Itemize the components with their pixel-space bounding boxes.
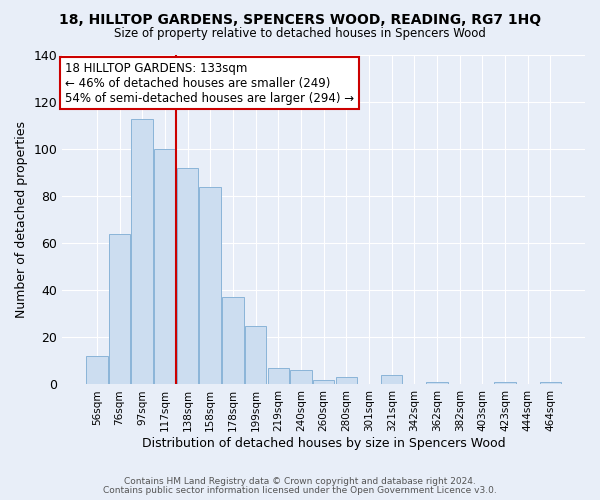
Bar [313, 380, 334, 384]
Bar [268, 368, 289, 384]
Bar [177, 168, 199, 384]
Bar [539, 382, 561, 384]
Bar [335, 378, 357, 384]
Bar [290, 370, 312, 384]
Bar [109, 234, 130, 384]
Bar [222, 298, 244, 384]
Text: 18 HILLTOP GARDENS: 133sqm
← 46% of detached houses are smaller (249)
54% of sem: 18 HILLTOP GARDENS: 133sqm ← 46% of deta… [65, 62, 354, 104]
Bar [494, 382, 516, 384]
Text: Contains HM Land Registry data © Crown copyright and database right 2024.: Contains HM Land Registry data © Crown c… [124, 477, 476, 486]
Text: Size of property relative to detached houses in Spencers Wood: Size of property relative to detached ho… [114, 28, 486, 40]
Text: 18, HILLTOP GARDENS, SPENCERS WOOD, READING, RG7 1HQ: 18, HILLTOP GARDENS, SPENCERS WOOD, READ… [59, 12, 541, 26]
Bar [381, 375, 403, 384]
Bar [154, 149, 176, 384]
Text: Contains public sector information licensed under the Open Government Licence v3: Contains public sector information licen… [103, 486, 497, 495]
Bar [245, 326, 266, 384]
Bar [426, 382, 448, 384]
Bar [199, 187, 221, 384]
Bar [131, 118, 153, 384]
Bar [86, 356, 107, 384]
Y-axis label: Number of detached properties: Number of detached properties [15, 121, 28, 318]
X-axis label: Distribution of detached houses by size in Spencers Wood: Distribution of detached houses by size … [142, 437, 505, 450]
